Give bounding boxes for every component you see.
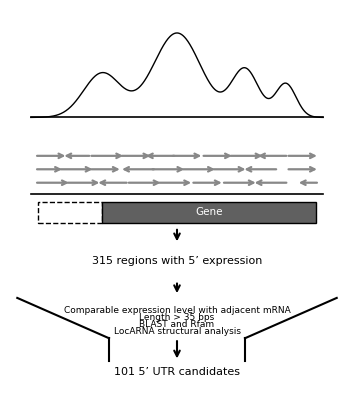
Bar: [38, 202, 102, 223]
Text: Gene: Gene: [195, 208, 223, 218]
Text: BLAST and Rfam: BLAST and Rfam: [139, 320, 215, 329]
Bar: [102, 202, 316, 223]
Text: LocARNA structural analysis: LocARNA structural analysis: [114, 327, 240, 336]
Text: Comparable expression level with adjacent mRNA: Comparable expression level with adjacen…: [64, 306, 290, 314]
Text: Length > 35 bps: Length > 35 bps: [139, 313, 215, 322]
Text: 315 regions with 5’ expression: 315 regions with 5’ expression: [92, 256, 262, 266]
Text: 101 5’ UTR candidates: 101 5’ UTR candidates: [114, 367, 240, 377]
